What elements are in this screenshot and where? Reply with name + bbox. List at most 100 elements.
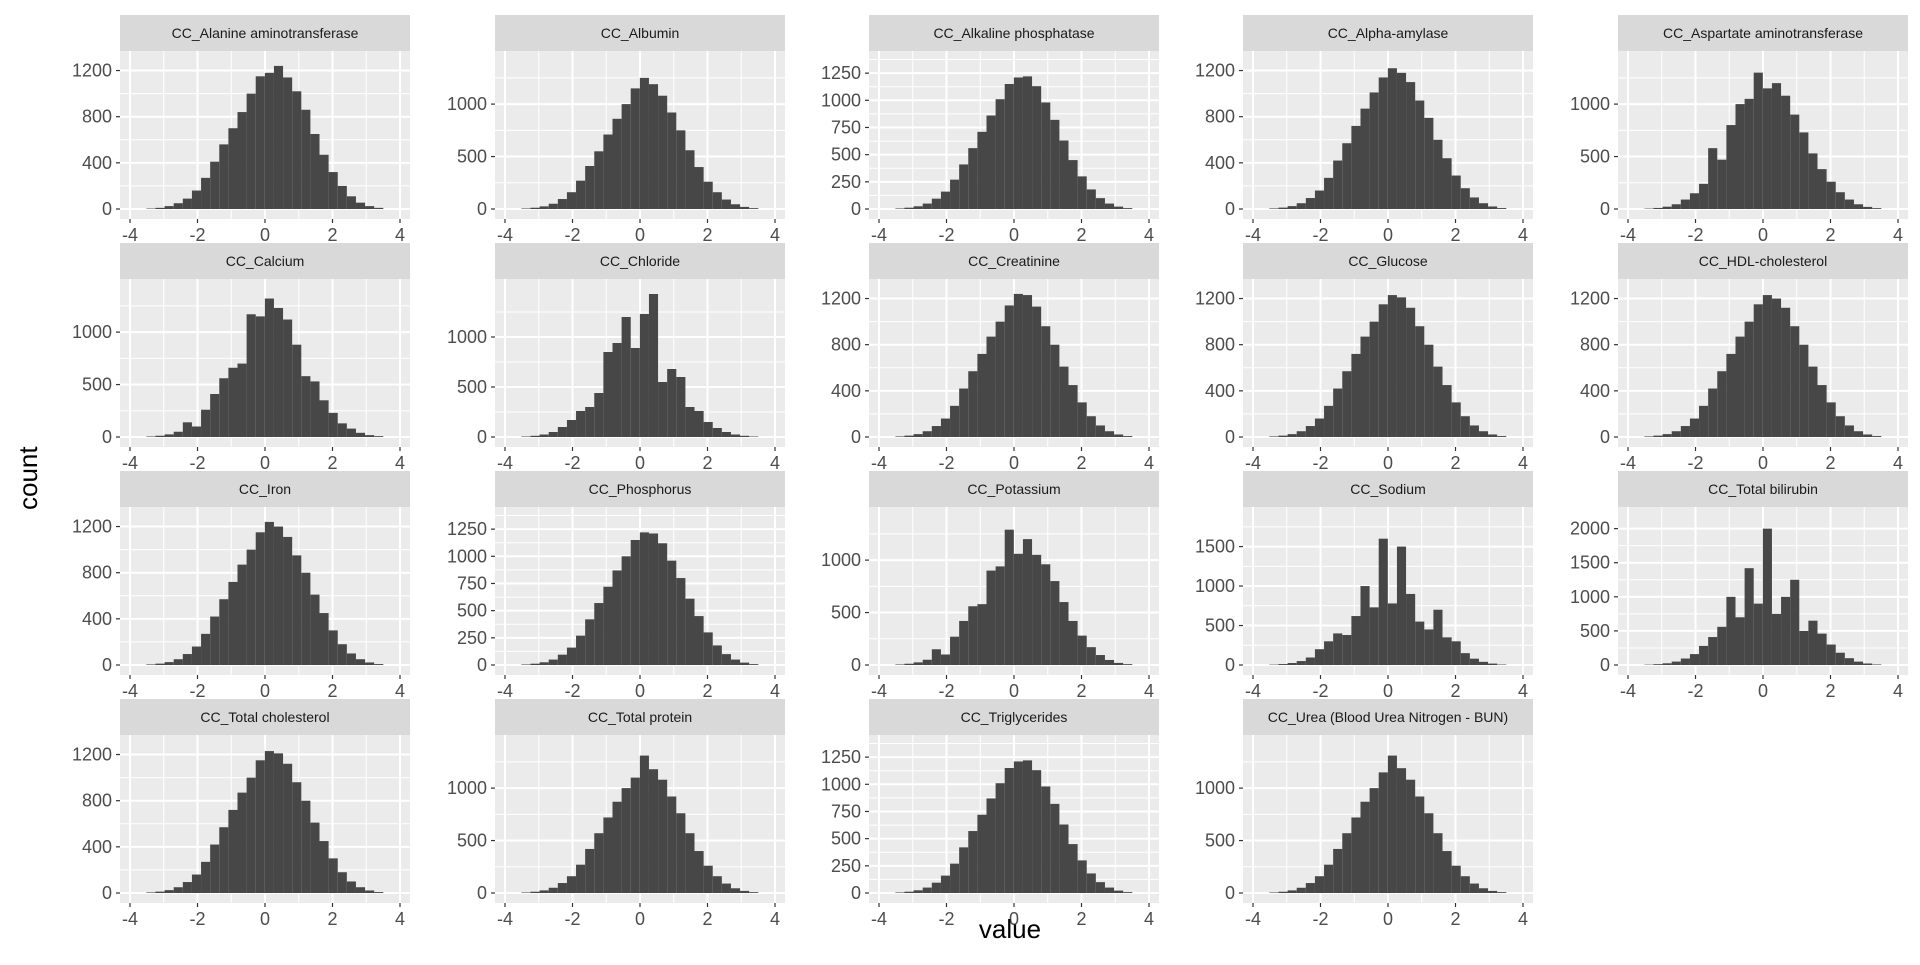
histogram-bar [977, 132, 986, 209]
histogram-bar [247, 550, 256, 665]
x-tick-label: 0 [260, 453, 270, 473]
histogram-bar [649, 769, 658, 893]
x-tick-label: -2 [1687, 453, 1703, 473]
x-tick-label: 4 [395, 681, 405, 701]
histogram-bar [1278, 436, 1287, 437]
histogram-bar [631, 778, 640, 893]
facet-title: CC_Glucose [1348, 253, 1428, 269]
histogram-bar [1763, 295, 1772, 437]
histogram-bar [1497, 208, 1506, 209]
y-tick-label: 0 [477, 199, 487, 219]
histogram-bar [1342, 833, 1351, 893]
histogram-bar [1708, 389, 1717, 437]
histogram-bar [1781, 308, 1790, 437]
histogram-bar [1452, 866, 1461, 893]
histogram-bar [365, 890, 374, 893]
histogram-bar [1370, 92, 1379, 209]
histogram-bar [731, 435, 740, 438]
histogram-bar [904, 664, 913, 665]
histogram-bar [1763, 529, 1772, 665]
histogram-bar [1351, 616, 1360, 665]
histogram-bar [237, 565, 246, 665]
histogram-bar [1288, 890, 1297, 893]
histogram-bar [1488, 434, 1497, 437]
y-tick-label: 1000 [447, 546, 487, 566]
histogram-bar [1663, 663, 1672, 665]
x-tick-label: -2 [1312, 681, 1328, 701]
histogram-bar [1123, 208, 1132, 209]
x-tick-label: 0 [1758, 225, 1768, 245]
histogram-bar [1699, 646, 1708, 665]
histogram-bar [1069, 385, 1078, 437]
histogram-bar [1370, 607, 1379, 665]
histogram-bar [685, 833, 694, 893]
y-tick-label: 250 [831, 172, 861, 192]
facet-title: CC_Alanine aminotransferase [172, 25, 359, 41]
histogram-bar [676, 813, 685, 893]
histogram-bar [320, 841, 329, 893]
histogram-bar [549, 432, 558, 437]
histogram-bar [219, 599, 228, 665]
y-tick-label: 0 [102, 427, 112, 447]
x-tick-label: 2 [327, 453, 337, 473]
histogram-bar [622, 317, 631, 437]
histogram-bar [923, 660, 932, 665]
histogram-bar [1324, 865, 1333, 893]
y-tick-label: 1500 [1570, 553, 1610, 573]
histogram-bar [968, 606, 977, 665]
y-tick-label: 2000 [1570, 519, 1610, 539]
histogram-bar [292, 782, 301, 893]
histogram-bar [365, 662, 374, 665]
histogram-bar [1470, 197, 1479, 209]
facet-title: CC_Triglycerides [961, 709, 1068, 725]
histogram-bar [1690, 419, 1699, 437]
histogram-bar [649, 294, 658, 437]
histogram-bar [521, 437, 530, 438]
histogram-bar [1479, 662, 1488, 665]
histogram-bar [183, 422, 192, 437]
histogram-bar [667, 796, 676, 893]
histogram-bar [1854, 431, 1863, 437]
histogram-bar [1690, 654, 1699, 665]
x-tick-label: 4 [1144, 681, 1154, 701]
histogram-bar [265, 522, 274, 665]
histogram-bar [1781, 597, 1790, 665]
histogram-bar [1096, 198, 1105, 209]
histogram-bar [1488, 664, 1497, 665]
histogram-bar [640, 314, 649, 437]
histogram-bar [192, 427, 201, 437]
histogram-bar [740, 891, 749, 893]
histogram-bar [1772, 299, 1781, 437]
x-tick-label: -2 [938, 681, 954, 701]
x-tick-label: -2 [564, 225, 580, 245]
histogram-bar [521, 892, 530, 893]
histogram-bar [201, 862, 210, 893]
histogram-bar [530, 436, 539, 437]
histogram-bar [1415, 622, 1424, 665]
histogram-bar [968, 371, 977, 437]
y-tick-label: 500 [1580, 621, 1610, 641]
y-tick-label: 1200 [821, 289, 861, 309]
histogram-bar [274, 308, 283, 437]
histogram-bar [631, 88, 640, 209]
histogram-bar [950, 180, 959, 209]
facet-title: CC_Total cholesterol [200, 709, 329, 725]
histogram-bar [365, 206, 374, 209]
histogram-bar [567, 648, 576, 665]
x-tick-label: 4 [1518, 681, 1528, 701]
histogram-bar [1433, 367, 1442, 437]
histogram-bar [247, 314, 256, 437]
histogram-bar [1041, 564, 1050, 665]
y-tick-label: 0 [477, 883, 487, 903]
y-tick-label: 1000 [821, 550, 861, 570]
x-tick-label: -4 [1245, 681, 1261, 701]
histogram-bar [1726, 597, 1735, 665]
histogram-bar [1069, 844, 1078, 893]
histogram-bar [1443, 851, 1452, 893]
histogram-bar [1433, 140, 1442, 209]
